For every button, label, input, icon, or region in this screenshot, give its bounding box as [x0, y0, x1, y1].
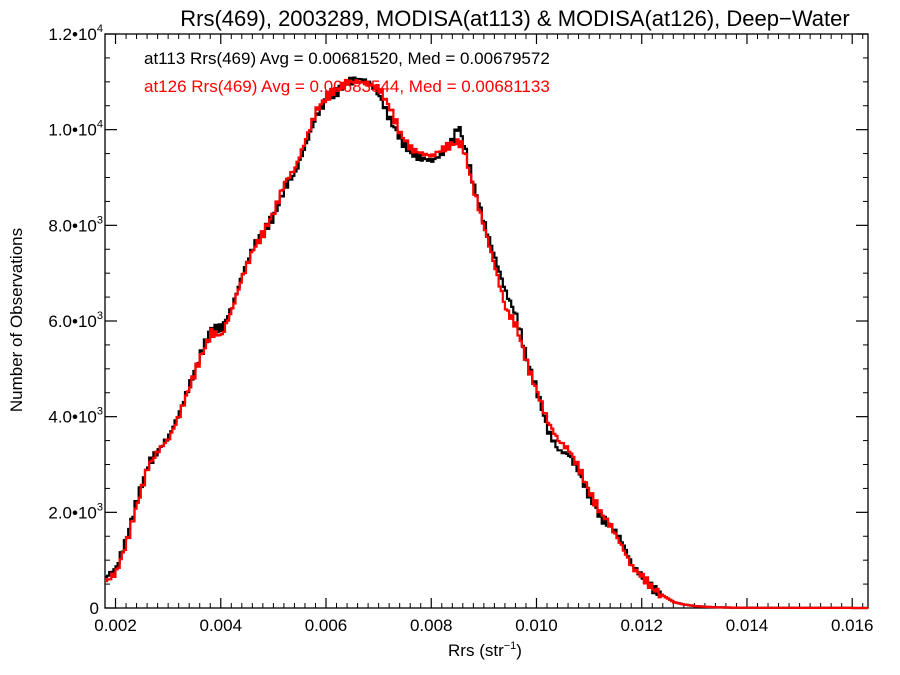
x-tick-label: 0.002 — [94, 616, 137, 635]
plot-border — [104, 33, 869, 609]
y-tick-label-mantissa: 1.2•10 — [48, 25, 97, 44]
series-layer — [105, 76, 868, 610]
y-tick-label: 1.2•104 — [48, 23, 103, 44]
y-tick-label: 6.0•103 — [48, 310, 103, 331]
y-tick-label-mantissa: 2.0•10 — [48, 503, 97, 522]
y-tick-label: 8.0•103 — [48, 214, 103, 235]
histogram-series-at113 — [105, 76, 868, 610]
plot-frame — [104, 33, 869, 609]
y-tick-label-exponent: 3 — [97, 310, 103, 322]
chart-title: Rrs(469), 2003289, MODISA(at113) & MODIS… — [180, 6, 849, 31]
y-tick-label-mantissa: 8.0•10 — [48, 216, 97, 235]
y-tick-label-exponent: 3 — [97, 501, 103, 513]
y-tick-label-exponent: 3 — [97, 406, 103, 418]
y-tick-label-exponent: 4 — [97, 23, 103, 35]
y-tick-label: 1.0•104 — [48, 119, 103, 140]
x-tick-label: 0.008 — [410, 616, 453, 635]
x-axis-label-end: ) — [516, 641, 522, 660]
x-tick-label: 0.014 — [726, 616, 769, 635]
x-axis-label-main: Rrs (str — [448, 641, 504, 660]
histogram-series-at126 — [105, 78, 868, 610]
x-axis-label-exponent: −1 — [504, 640, 517, 652]
x-tick-label: 0.004 — [199, 616, 242, 635]
y-tick-label: 2.0•103 — [48, 501, 103, 522]
y-tick-label-mantissa: 4.0•10 — [48, 408, 97, 427]
legend-entry-at126: at126 Rrs(469) Avg = 0.00683544, Med = 0… — [144, 77, 550, 96]
y-tick-label-exponent: 4 — [97, 119, 103, 131]
y-tick-label: 0 — [90, 599, 99, 618]
x-tick-label: 0.016 — [831, 616, 874, 635]
x-tick-label: 0.012 — [620, 616, 663, 635]
x-axis-label: Rrs (str−1) — [448, 640, 522, 660]
y-tick-label-mantissa: 6.0•10 — [48, 312, 97, 331]
y-axis-label: Number of Observations — [7, 228, 26, 412]
y-axis: 02.0•1034.0•1036.0•1038.0•1031.0•1041.2•… — [48, 23, 868, 618]
x-tick-label: 0.010 — [515, 616, 558, 635]
x-tick-label: 0.006 — [305, 616, 348, 635]
y-tick-label: 4.0•103 — [48, 406, 103, 427]
y-tick-label-mantissa: 1.0•10 — [48, 121, 97, 140]
y-tick-label-exponent: 3 — [97, 214, 103, 226]
x-axis: 0.002 0.004 0.006 0.008 0.010 0.012 0.014 0.016 — [94, 34, 873, 635]
legend-entry-at113: at113 Rrs(469) Avg = 0.00681520, Med = 0… — [144, 49, 550, 68]
